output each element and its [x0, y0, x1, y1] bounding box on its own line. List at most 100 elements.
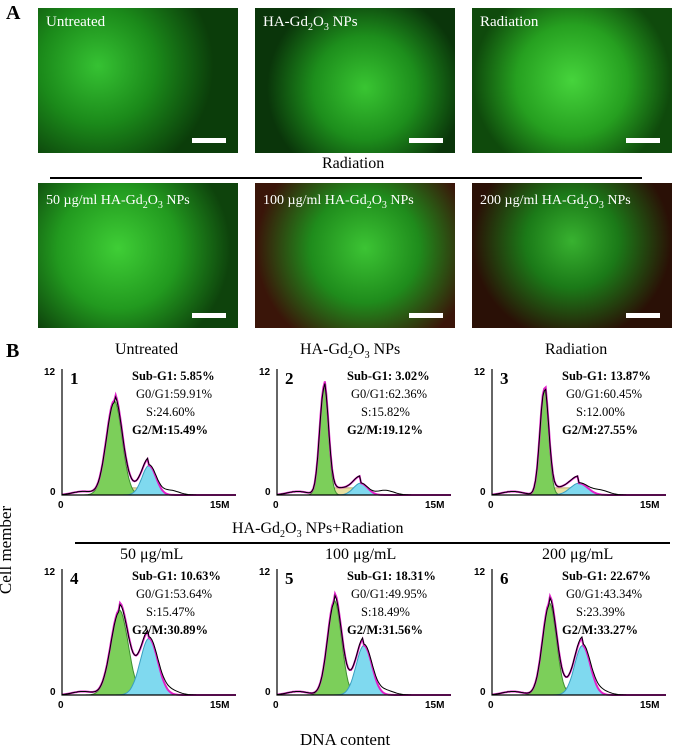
- histogram-svg: [61, 569, 236, 696]
- x-tick-0: 0: [273, 700, 279, 711]
- stat-s: S:18.49%: [361, 605, 410, 619]
- micrograph-label: 200 µg/ml HA-Gd2O3 NPs: [480, 193, 631, 211]
- group-line: [50, 177, 642, 179]
- dna-histogram-4: 4 Sub-G1: 10.63% G0/G1:53.64% S:15.47% G2/M:…: [60, 565, 260, 715]
- stat-s: S:15.47%: [146, 605, 195, 619]
- radiation-group-label: Radiation: [322, 155, 385, 172]
- x-tick-15m: 15M: [425, 700, 445, 711]
- g2m-peak: [62, 637, 236, 696]
- micrograph-label: 100 µg/ml HA-Gd2O3 NPs: [263, 193, 414, 211]
- x-axis-label: DNA content: [300, 730, 391, 749]
- stat-s: S:24.60%: [146, 405, 195, 419]
- y-tick-0: 0: [50, 487, 56, 498]
- y-tick-0: 0: [480, 687, 486, 698]
- x-tick-0: 0: [58, 500, 64, 511]
- plot-title-untreated: Untreated: [115, 341, 179, 358]
- stat-g2m: G2/M:19.12%: [347, 423, 424, 437]
- group-title: HA-Gd2O3 NPs+Radiation: [232, 520, 404, 541]
- stat-g0g1: G0/G1:43.34%: [566, 587, 643, 601]
- x-tick-15m: 15M: [640, 700, 660, 711]
- y-axis-label: Cell member: [0, 505, 16, 595]
- plot-number: 5: [285, 569, 294, 588]
- stat-s: S:12.00%: [576, 405, 625, 419]
- y-tick-0: 0: [265, 687, 271, 698]
- stat-subg1: Sub-G1: 3.02%: [347, 369, 430, 383]
- histogram-svg: [491, 569, 666, 696]
- g2m-peak: [492, 645, 666, 696]
- stat-subg1: Sub-G1: 5.85%: [132, 369, 215, 383]
- stat-g2m: G2/M:30.89%: [132, 623, 209, 637]
- y-tick-12: 12: [44, 567, 56, 578]
- histogram-svg: [61, 369, 236, 496]
- g0g1-peak: [277, 386, 451, 496]
- dna-histogram-1: 1 Sub-G1: 5.85% G0/G1:59.91% S:24.60% G2/M:1…: [60, 365, 260, 515]
- plot-title-50: 50 μg/mL: [120, 546, 184, 563]
- stat-g0g1: G0/G1:53.64%: [136, 587, 213, 601]
- stat-subg1: Sub-G1: 18.31%: [347, 569, 436, 583]
- plot-number: 2: [285, 369, 294, 388]
- dna-histogram-2: 2 Sub-G1: 3.02% G0/G1:62.36% S:15.82% G2/M:1…: [275, 365, 475, 515]
- fit-curve: [491, 385, 666, 496]
- scale-bar: [409, 138, 443, 143]
- stat-g0g1: G0/G1:59.91%: [136, 387, 213, 401]
- y-tick-0: 0: [265, 487, 271, 498]
- plot-number: 6: [500, 569, 509, 588]
- y-tick-0: 0: [50, 687, 56, 698]
- stat-g2m: G2/M:31.56%: [347, 623, 424, 637]
- scale-bar: [626, 138, 660, 143]
- x-tick-15m: 15M: [640, 500, 660, 511]
- stat-subg1: Sub-G1: 22.67%: [562, 569, 651, 583]
- stat-g0g1: G0/G1:60.45%: [566, 387, 643, 401]
- x-tick-15m: 15M: [210, 700, 230, 711]
- plot-title-100: 100 μg/mL: [325, 546, 397, 563]
- stat-s: S:23.39%: [576, 605, 625, 619]
- scale-bar: [626, 313, 660, 318]
- histogram-svg: [276, 369, 451, 496]
- plot-axes: [61, 569, 236, 696]
- micrograph-200: 200 µg/ml HA-Gd2O3 NPs: [472, 183, 672, 328]
- micrograph-untreated: Untreated: [38, 8, 238, 153]
- micrograph-50: 50 µg/ml HA-Gd2O3 NPs: [38, 183, 238, 328]
- plot-title-200: 200 μg/mL: [542, 546, 614, 563]
- dna-histogram-6: 6 Sub-G1: 22.67% G0/G1:43.34% S:23.39% G2/M:…: [490, 565, 685, 715]
- stat-subg1: Sub-G1: 10.63%: [132, 569, 221, 583]
- micrograph-label: HA-Gd2O3 NPs: [263, 14, 358, 33]
- y-tick-0: 0: [480, 487, 486, 498]
- dna-histogram-5: 5 Sub-G1: 18.31% G0/G1:49.95% S:18.49% G2/M:…: [275, 565, 475, 715]
- stat-g2m: G2/M:27.55%: [562, 423, 639, 437]
- panel-b-letter: B: [6, 340, 20, 362]
- stat-subg1: Sub-G1: 13.87%: [562, 369, 651, 383]
- plot-axes: [491, 369, 666, 496]
- dna-histogram-3: 3 Sub-G1: 13.87% G0/G1:60.45% S:12.00% G2/M:…: [490, 365, 685, 515]
- micrograph-100: 100 µg/ml HA-Gd2O3 NPs: [255, 183, 455, 328]
- plot-axes: [276, 369, 451, 496]
- y-tick-12: 12: [474, 367, 486, 378]
- micrograph-label: Radiation: [480, 14, 539, 30]
- stat-g0g1: G0/G1:62.36%: [351, 387, 428, 401]
- histogram-svg: [276, 569, 451, 696]
- x-tick-0: 0: [488, 700, 494, 711]
- x-tick-0: 0: [273, 500, 279, 511]
- panel-a-letter: A: [6, 2, 21, 24]
- x-tick-15m: 15M: [425, 500, 445, 511]
- plot-axes: [491, 569, 666, 696]
- stat-g2m: G2/M:15.49%: [132, 423, 209, 437]
- scale-bar: [192, 138, 226, 143]
- g2m-peak: [492, 482, 666, 496]
- plot-number: 3: [500, 369, 509, 388]
- stat-g0g1: G0/G1:49.95%: [351, 587, 428, 601]
- stat-g2m: G2/M:33.27%: [562, 623, 639, 637]
- micrograph-label: Untreated: [46, 14, 106, 30]
- scale-bar: [192, 313, 226, 318]
- micrograph-radiation: Radiation: [472, 8, 672, 153]
- y-tick-12: 12: [474, 567, 486, 578]
- micrograph-ha-gd2o3: HA-Gd2O3 NPs: [255, 8, 455, 153]
- stat-s: S:15.82%: [361, 405, 410, 419]
- x-tick-0: 0: [58, 700, 64, 711]
- y-tick-12: 12: [259, 367, 271, 378]
- y-tick-12: 12: [44, 367, 56, 378]
- histogram-svg: [491, 369, 666, 496]
- x-tick-0: 0: [488, 500, 494, 511]
- plot-title-radiation: Radiation: [545, 341, 608, 358]
- plot-number: 1: [70, 369, 79, 388]
